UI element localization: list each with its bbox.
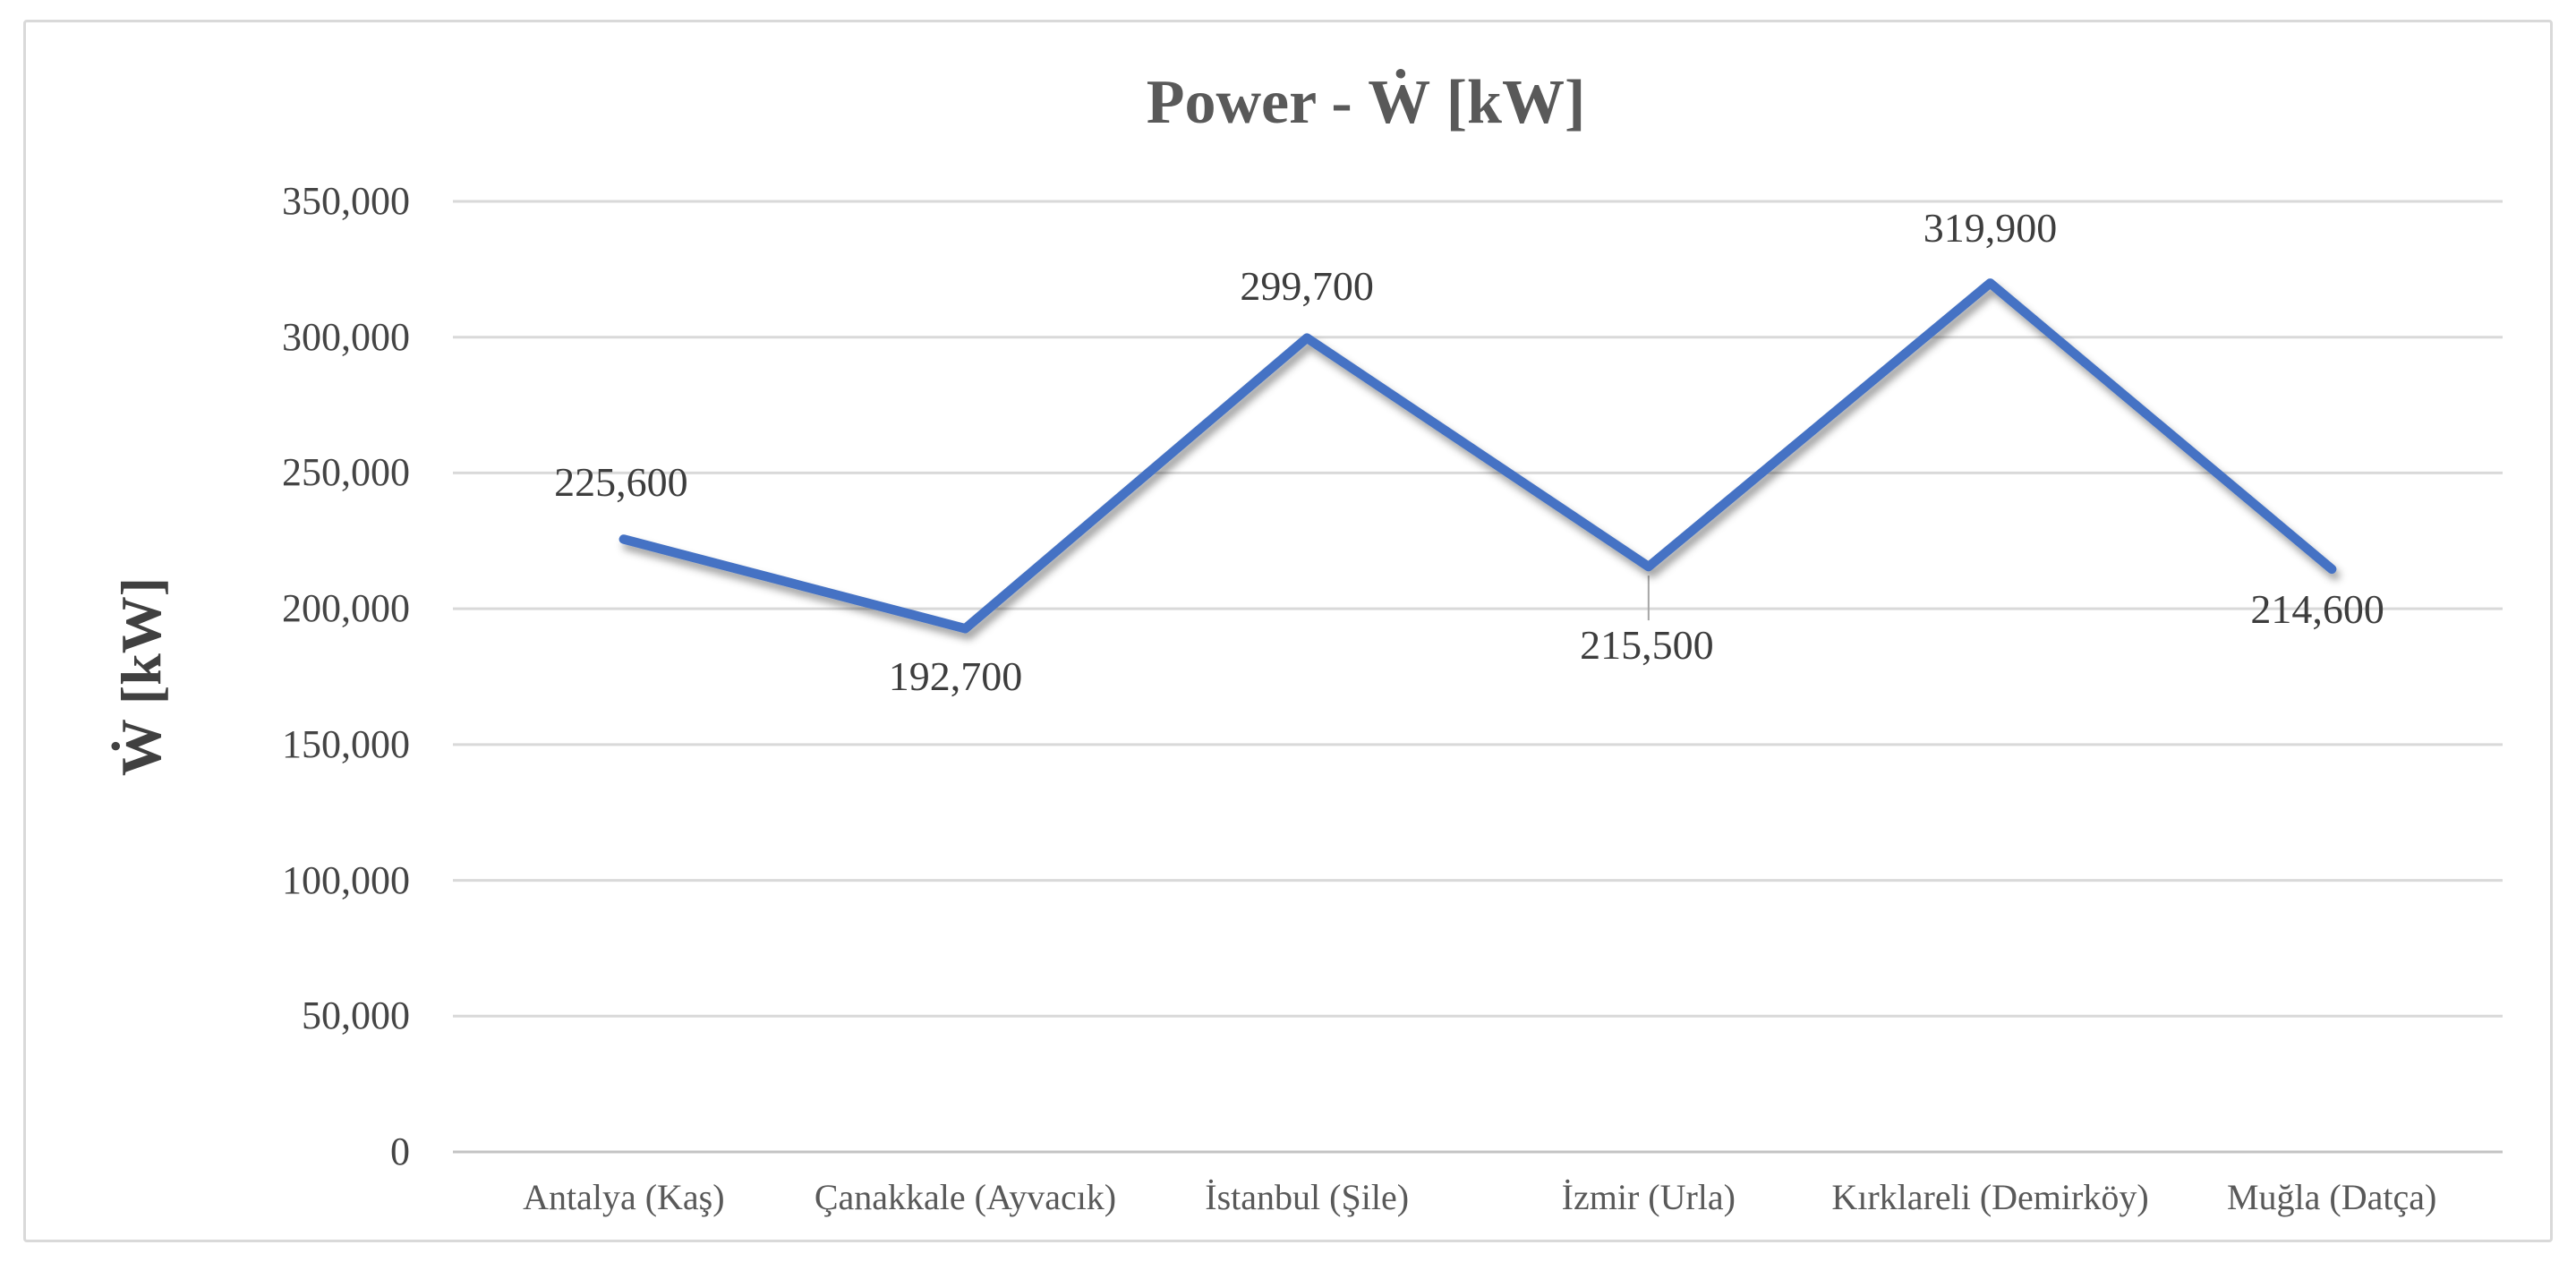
- x-axis-category-label: İstanbul (Şile): [1205, 1177, 1410, 1217]
- series-group: [618, 278, 2337, 634]
- y-axis-tick-label: 0: [390, 1130, 410, 1173]
- y-axis-tick-label: 100,000: [282, 857, 410, 902]
- x-axis-category-label: Muğla (Datça): [2226, 1177, 2437, 1217]
- data-point-label: 215,500: [1580, 622, 1714, 669]
- x-axis-category-label: Antalya (Kaş): [523, 1177, 725, 1217]
- y-axis-tick-label: 150,000: [282, 721, 410, 766]
- data-series-line: [618, 278, 2337, 634]
- data-point-label: 319,900: [1923, 205, 2058, 252]
- data-point-label: 192,700: [888, 653, 1023, 700]
- y-axis-tick-label: 50,000: [302, 993, 410, 1038]
- chart-frame: Power - Ẇ [kW] Ẇ [kW] 0 50,000 100,000 150,…: [23, 20, 2553, 1242]
- y-axis-tick-label: 350,000: [282, 179, 410, 223]
- y-axis-tick-label: 200,000: [282, 586, 410, 631]
- data-point-label: 225,600: [554, 459, 688, 506]
- data-point-label: 299,700: [1240, 262, 1374, 309]
- x-axis-category-label: İzmir (Urla): [1561, 1177, 1736, 1217]
- data-point-label: 214,600: [2250, 585, 2384, 632]
- gridlines-group: [453, 200, 2503, 1154]
- x-axis-category-label: Çanakkale (Ayvacık): [814, 1177, 1117, 1217]
- y-axis-tick-label: 300,000: [282, 314, 410, 359]
- x-axis-category-label: Kırklareli (Demirköy): [1831, 1177, 2149, 1217]
- y-axis-tick-label: 250,000: [282, 450, 410, 495]
- plot-area: [453, 200, 2503, 1154]
- chart-title: Power - Ẇ [kW]: [1146, 68, 1586, 137]
